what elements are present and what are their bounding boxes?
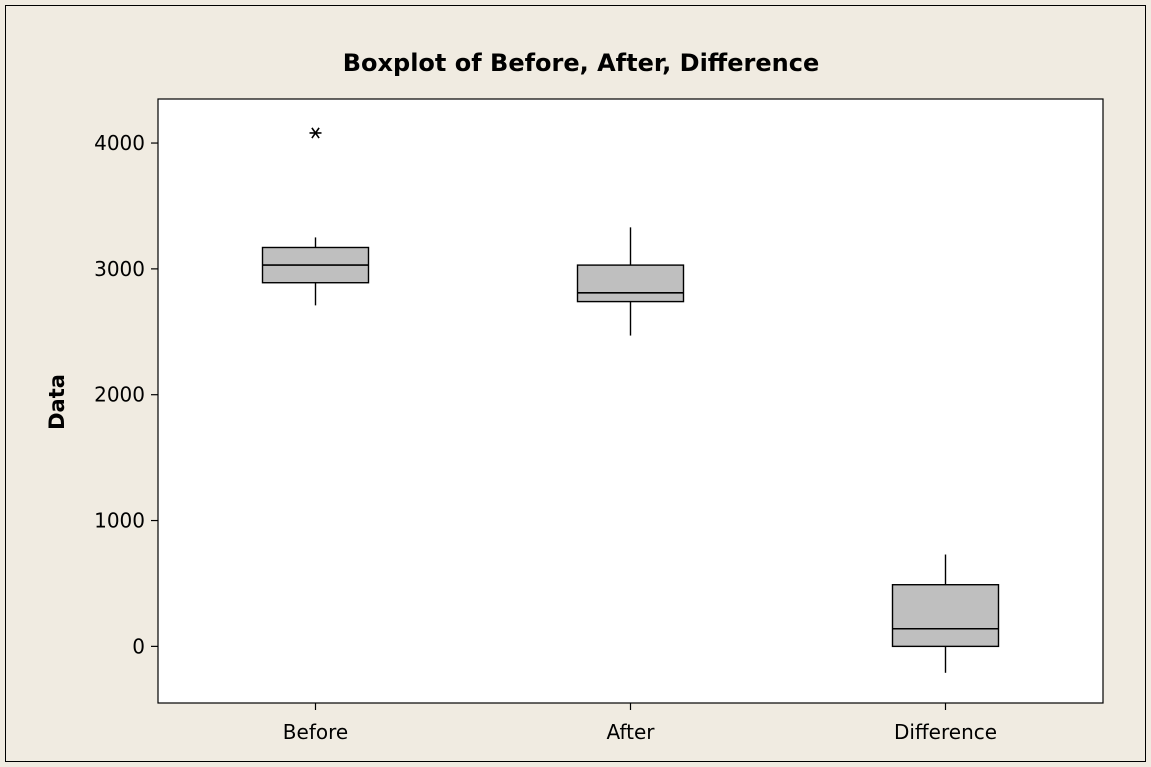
outlier-marker	[309, 127, 322, 139]
iqr-box	[576, 264, 685, 303]
x-axis: Before After Difference	[283, 703, 997, 744]
box-after	[576, 227, 685, 336]
outlier-stroke	[311, 127, 320, 139]
x-tick-label: After	[606, 720, 655, 744]
iqr-box	[891, 584, 1000, 648]
chart-title: Boxplot of Before, After, Difference	[343, 49, 819, 77]
y-tick-label: 0	[132, 634, 145, 658]
y-tick-label: 2000	[94, 383, 145, 407]
x-tick-label: Before	[283, 720, 348, 744]
y-axis-label: Data	[45, 374, 69, 430]
box-before	[261, 127, 370, 306]
box-difference	[891, 554, 1000, 673]
x-tick-label: Difference	[894, 720, 997, 744]
y-tick-label: 4000	[94, 131, 145, 155]
graph-frame	[5, 5, 1146, 762]
boxes-group	[261, 127, 1000, 673]
y-tick-label: 3000	[94, 257, 145, 281]
y-axis: 0 1000 2000 3000 4000	[94, 131, 158, 658]
y-tick-label: 1000	[94, 509, 145, 533]
